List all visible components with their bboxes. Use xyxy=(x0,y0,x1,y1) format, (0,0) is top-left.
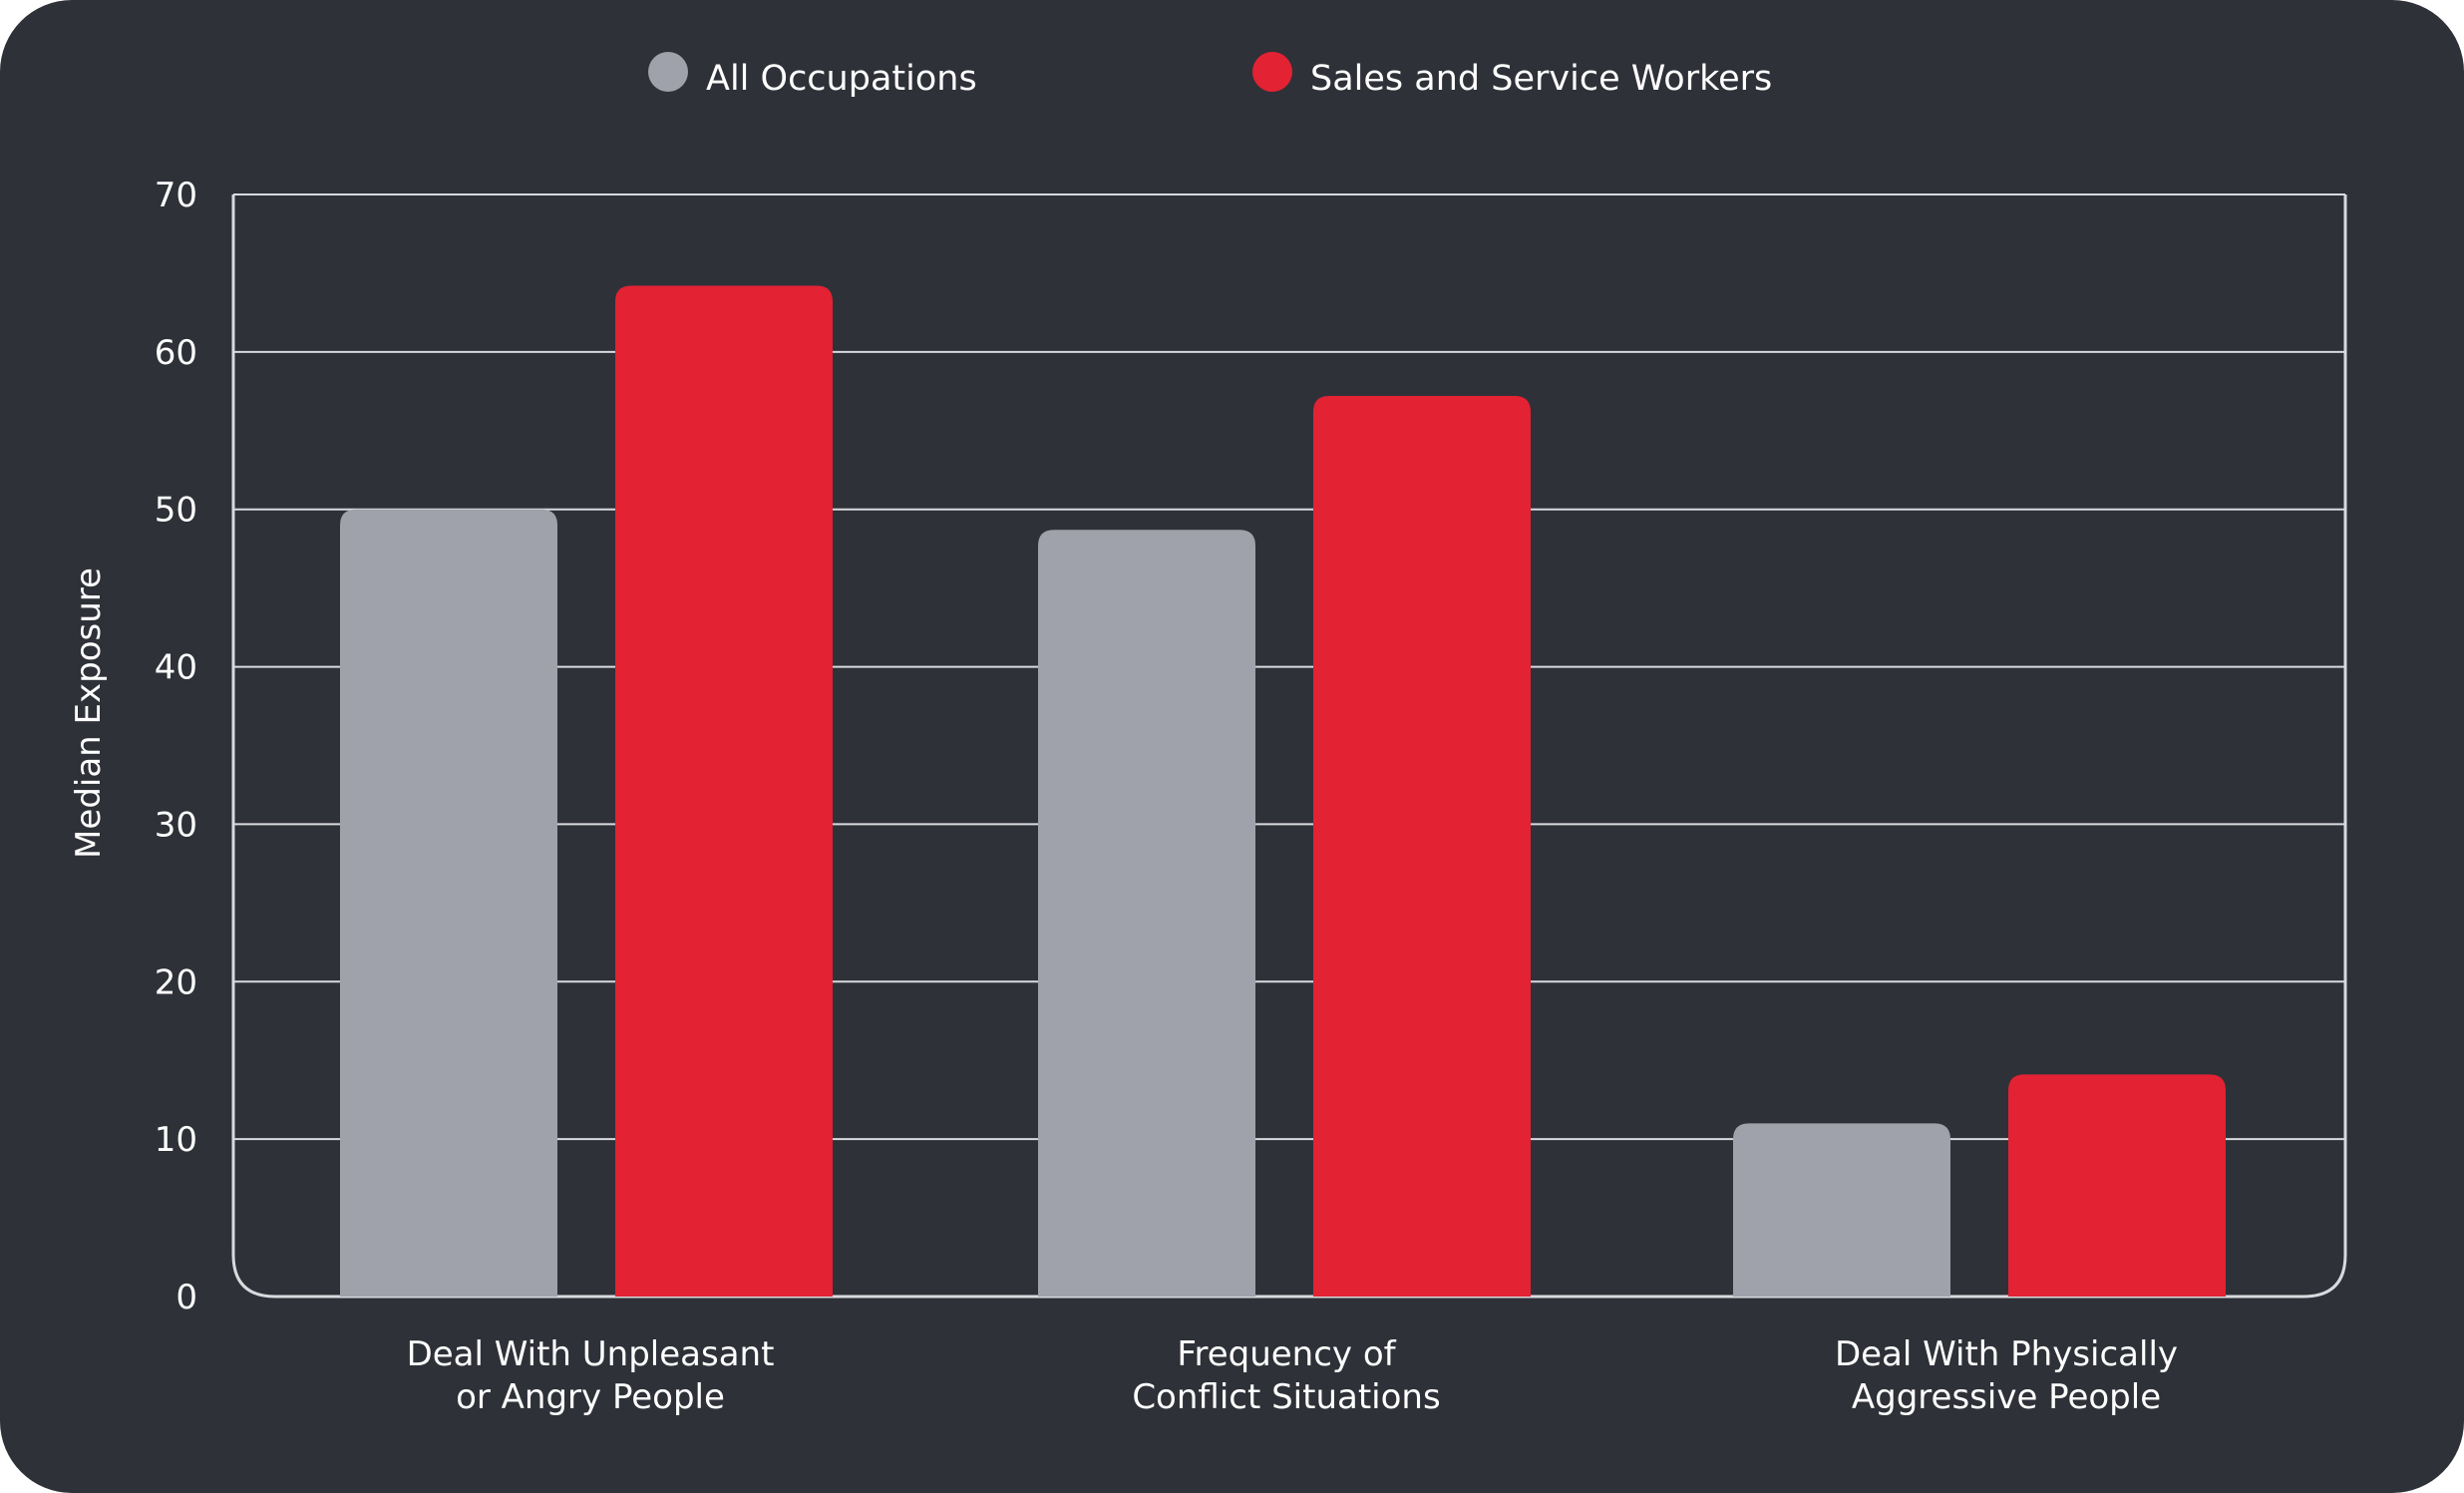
y-tick-label-30: 30 xyxy=(155,805,197,845)
y-tick-label-50: 50 xyxy=(155,491,197,531)
y-tick-label-10: 10 xyxy=(155,1120,197,1160)
y-tick-label-20: 20 xyxy=(155,962,197,1002)
legend-label-0: All Occupations xyxy=(706,59,977,99)
bar-sales-service-2 xyxy=(2008,1074,2226,1297)
y-tick-label-70: 70 xyxy=(155,176,197,215)
bars xyxy=(340,285,2226,1297)
plot-frame xyxy=(231,194,2347,1299)
legend-label-1: Sales and Service Workers xyxy=(1310,59,1772,99)
bar-all-occupations-1 xyxy=(1038,530,1255,1297)
y-tick-label-0: 0 xyxy=(176,1278,197,1317)
legend: All Occupations Sales and Service Workers xyxy=(648,52,1772,99)
category-label-2-line-1: Aggressive People xyxy=(1852,1377,2161,1417)
y-tick-label-40: 40 xyxy=(155,648,197,688)
bar-sales-service-1 xyxy=(1313,396,1531,1297)
y-tick-label-60: 60 xyxy=(155,333,197,373)
category-label-0-line-0: Deal With Unpleasant xyxy=(407,1334,775,1374)
bar-sales-service-0 xyxy=(615,285,833,1297)
category-label-1-line-0: Frequency of xyxy=(1177,1334,1396,1374)
grid-lines xyxy=(233,193,2345,1141)
category-label-0-line-1: or Angry People xyxy=(456,1377,725,1417)
bar-all-occupations-0 xyxy=(340,509,557,1297)
legend-swatch-1 xyxy=(1252,52,1292,92)
legend-swatch-0 xyxy=(648,52,688,92)
category-label-1-line-1: Conflict Situations xyxy=(1132,1377,1440,1417)
y-axis-ticks: 0 10 20 30 40 50 60 70 xyxy=(155,176,197,1317)
bar-all-occupations-2 xyxy=(1733,1123,1950,1297)
y-axis-title: Median Exposure xyxy=(69,567,109,859)
category-label-2-line-0: Deal With Physically xyxy=(1835,1334,2178,1374)
plot-frame-outline xyxy=(231,194,2347,1299)
